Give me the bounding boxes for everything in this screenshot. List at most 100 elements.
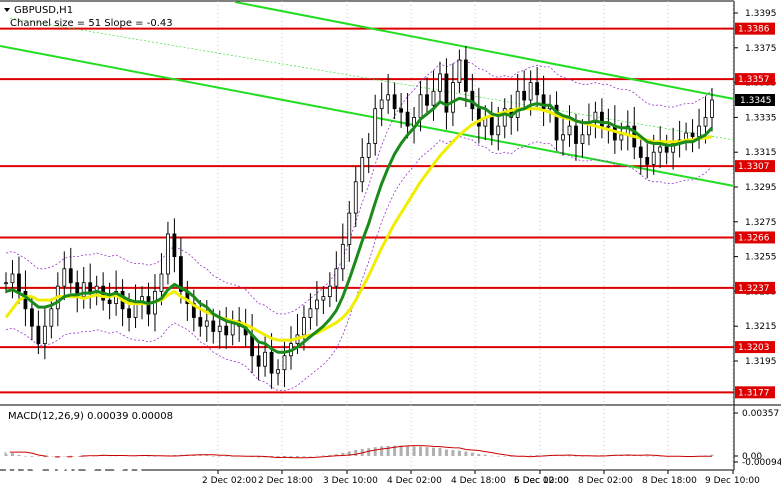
level-label-1.3307: 1.3307 xyxy=(738,162,770,172)
candle xyxy=(548,94,552,123)
candle xyxy=(198,300,203,337)
candle xyxy=(386,73,391,114)
macd-bar xyxy=(347,451,351,456)
candle-body xyxy=(703,117,708,127)
macd-bar xyxy=(36,456,40,458)
candle xyxy=(561,117,565,156)
macd-bar xyxy=(419,446,423,456)
price-tick-label: 1.3275 xyxy=(745,218,777,228)
candle-body xyxy=(81,282,86,298)
candle-body xyxy=(256,355,261,367)
macd-bar xyxy=(315,455,319,457)
candle xyxy=(366,133,371,174)
candle-body xyxy=(23,290,28,310)
macd-bar xyxy=(17,454,21,456)
candle xyxy=(392,82,397,120)
indicator-label: Channel size = 51 Slope = -0.43 xyxy=(10,18,173,29)
candle-body xyxy=(68,268,73,284)
level-label-1.3177: 1.3177 xyxy=(738,388,770,398)
macd-bar xyxy=(224,456,228,457)
candle xyxy=(554,91,559,151)
candle-body xyxy=(42,325,47,345)
macd-bar xyxy=(529,455,533,456)
grid xyxy=(217,1,734,470)
candle-body xyxy=(62,268,67,287)
candle-body xyxy=(373,108,378,144)
candle-body xyxy=(645,157,650,165)
candle xyxy=(269,333,274,389)
candle xyxy=(425,77,429,116)
candle-body xyxy=(107,299,112,304)
macd-bar xyxy=(555,455,559,456)
candle-body xyxy=(386,94,391,101)
candle xyxy=(10,260,15,299)
candle xyxy=(599,98,604,139)
candle-body xyxy=(327,285,332,298)
macd-bar xyxy=(406,445,410,456)
macd-tick-label: -0.00094 xyxy=(742,458,781,468)
candle-body xyxy=(198,317,203,327)
macd-tick-label: 0.00357 xyxy=(742,409,779,419)
candle xyxy=(308,293,313,330)
upper-band-line xyxy=(5,59,713,315)
time-tick-label: 4 Dec 02:00 xyxy=(387,476,442,486)
macd-bar xyxy=(431,447,435,456)
candle-body xyxy=(166,233,170,275)
level-labels: 1.3386 1.3357 1.3307 1.3266 1.3237 1.3203 1.31… xyxy=(735,22,775,399)
candle xyxy=(373,94,378,156)
level-label-1.3386: 1.3386 xyxy=(738,25,770,35)
time-tick-label: 4 Dec 18:00 xyxy=(451,476,506,486)
macd-bar xyxy=(645,456,649,457)
candle xyxy=(664,134,669,165)
candle xyxy=(444,58,449,130)
lower-band-line xyxy=(5,136,713,391)
candle xyxy=(671,127,676,170)
candle xyxy=(347,200,352,262)
macd-bar xyxy=(444,449,448,456)
candle xyxy=(62,251,67,301)
macd-bar xyxy=(334,454,338,456)
candle xyxy=(451,63,455,127)
candle xyxy=(541,75,546,127)
candle-body xyxy=(269,351,274,374)
time-axis: 2 Dec 02:00 2 Dec 18:00 3 Dec 10:00 4 Dec 0… xyxy=(202,470,760,486)
candle-body xyxy=(17,273,21,292)
macd-bar xyxy=(574,456,578,457)
price-tick-label: 1.3375 xyxy=(745,44,777,54)
macd-bar xyxy=(205,455,209,456)
macd-bar xyxy=(62,456,66,457)
macd-bar xyxy=(386,445,390,456)
macd-bar xyxy=(218,456,222,457)
candle xyxy=(606,108,611,144)
dropdown-triangle-icon[interactable] xyxy=(4,8,10,12)
candle xyxy=(438,61,442,104)
candle-body xyxy=(658,146,663,153)
candle-body xyxy=(308,308,313,318)
macd-bar xyxy=(56,456,60,457)
candle xyxy=(502,98,507,139)
macd-bar xyxy=(425,447,429,456)
candle-body xyxy=(463,59,468,92)
candle-body xyxy=(451,82,455,113)
macd-bar xyxy=(295,456,299,458)
macd-bar xyxy=(4,452,8,456)
time-tick-label: 2 Dec 18:00 xyxy=(258,476,313,486)
macd-bar xyxy=(211,456,215,457)
macd-bar xyxy=(321,455,325,456)
macd-bar xyxy=(438,447,442,456)
candle xyxy=(658,126,663,168)
level-label-1.3357: 1.3357 xyxy=(738,75,770,85)
candle xyxy=(645,143,650,179)
candle-body xyxy=(146,296,151,315)
macd-bar xyxy=(30,456,34,457)
candle-body xyxy=(496,125,501,136)
time-tick-label: 3 Dec 10:00 xyxy=(323,476,378,486)
macd-bar xyxy=(457,450,461,456)
chart-header: GBPUSD,H1 Channel size = 51 Slope = -0.4… xyxy=(4,5,173,29)
macd-bar xyxy=(380,446,384,456)
macd-bar xyxy=(464,451,468,456)
candle-body xyxy=(535,82,540,96)
symbol-label: GBPUSD,H1 xyxy=(14,5,73,16)
candle xyxy=(321,286,326,315)
macd-axis: 0.00357 0.00-0.00094 xyxy=(734,409,781,468)
